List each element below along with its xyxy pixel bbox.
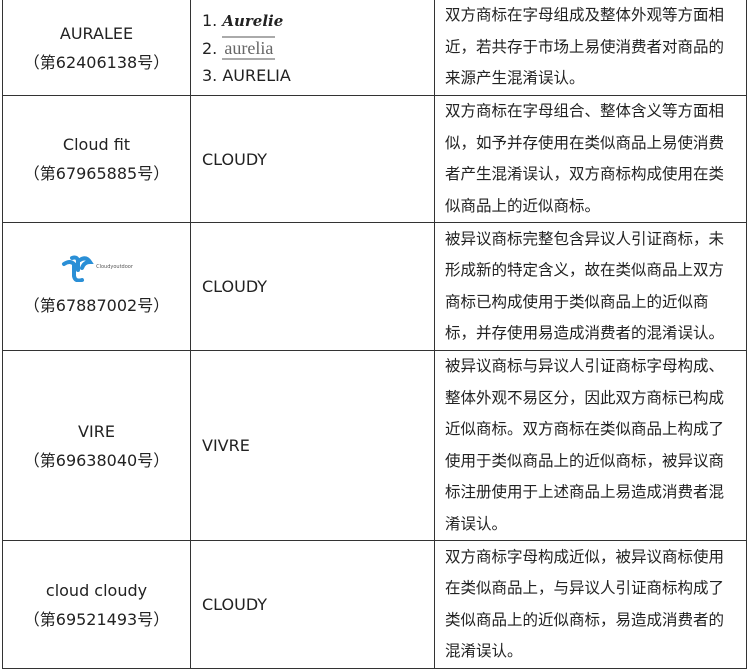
cited-mark-cell: CLOUDY	[190, 95, 435, 223]
opposed-mark-cell: AURALEE （第62406138号）	[2, 0, 191, 96]
cited-mark-cell: CLOUDY	[190, 222, 435, 351]
reason-cell: 被异议商标与异议人引证商标字母构成、整体外观不易区分，因此双方商标已构成近似商标…	[434, 350, 747, 541]
table-row: Cloudyoutdoor （第67887002号） CLOUDY 被异议商标完…	[2, 222, 747, 351]
mark-name: AURALEE	[59, 23, 134, 43]
cited-mark-cell: CLOUDY	[190, 540, 435, 669]
table-row: AURALEE （第62406138号） 1. Aurelie 2. aureli…	[2, 0, 747, 96]
cited-mark-3: 3. AURELIA	[202, 65, 291, 85]
mark-name: cloud cloudy	[45, 580, 148, 600]
cited-mark-cell: VIVRE	[190, 350, 435, 541]
opposed-mark-cell: VIRE （第69638040号）	[2, 350, 191, 541]
reg-number: （第69521493号）	[23, 609, 170, 629]
cited-mark-cell: 1. Aurelie 2. aurelia 3. AURELIA	[190, 0, 435, 96]
reg-number: （第69638040号）	[23, 450, 170, 470]
table-row: VIRE （第69638040号） VIVRE 被异议商标与异议人引证商标字母构成…	[2, 350, 747, 541]
table-row: cloud cloudy （第69521493号） CLOUDY 双方商标字母构成…	[2, 540, 747, 669]
opposed-mark-cell: Cloudyoutdoor （第67887002号）	[2, 222, 191, 351]
cloudyoutdoor-logo: Cloudyoutdoor	[60, 253, 133, 282]
mark-name: VIRE	[78, 421, 115, 441]
reason-cell: 被异议商标完整包含异议人引证商标，未形成新的特定含义，故在类似商品上双方商标已构…	[434, 222, 747, 351]
mark-name: Cloud fit	[62, 135, 131, 154]
reg-number: （第62406138号）	[23, 52, 170, 72]
opposed-mark-cell: Cloud fit （第67965885号）	[2, 95, 191, 223]
opposed-mark-cell: cloud cloudy （第69521493号）	[2, 540, 191, 669]
reason-cell: 双方商标在字母组成及整体外观等方面相近，若共存于市场上易使消费者对商品的来源产生…	[434, 0, 747, 96]
table-row: Cloud fit （第67965885号） CLOUDY 双方商标在字母组合、整…	[2, 95, 747, 223]
reg-number: （第67965885号）	[23, 164, 170, 183]
cited-mark-2: 2. aurelia	[202, 35, 276, 60]
reason-cell: 双方商标字母构成近似，被异议商标使用在类似商品上，与异议人引证商标构成了类似商品…	[434, 540, 747, 669]
reason-cell: 双方商标在字母组合、整体含义等方面相似，如予并存使用在类似商品上易使消费者产生混…	[434, 95, 747, 223]
reg-number: （第67887002号）	[23, 296, 170, 315]
cited-mark-1: 1. Aurelie	[202, 10, 284, 30]
